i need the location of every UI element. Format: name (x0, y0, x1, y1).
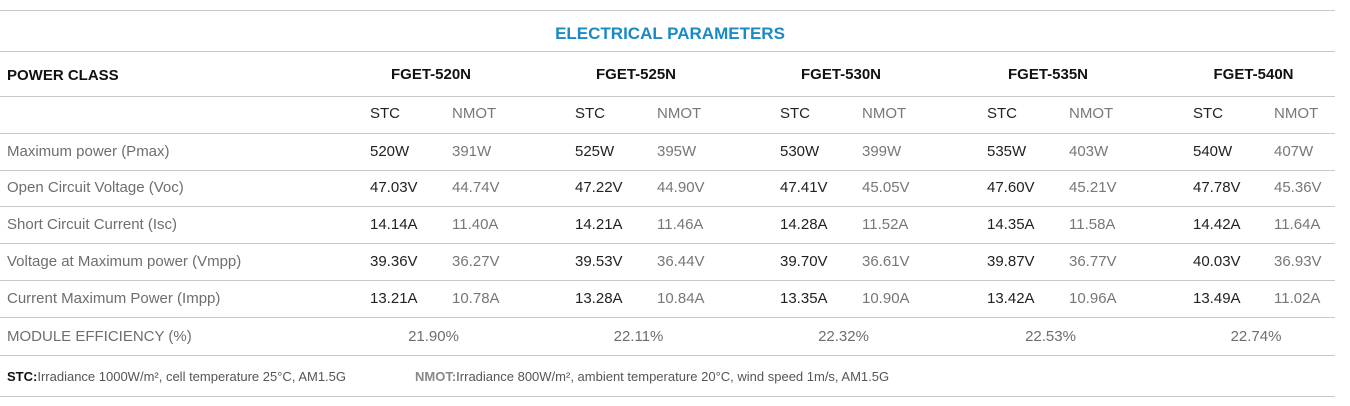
condition: NMOT (657, 105, 702, 122)
nmot-value: 36.93V (1274, 253, 1322, 270)
rule (0, 133, 1335, 134)
nmot-value: 36.44V (657, 253, 705, 270)
param-label: Short Circuit Current (Isc) (7, 216, 178, 233)
footnote-term: STC: (7, 369, 38, 384)
row-header: POWER CLASS (7, 67, 119, 84)
stc-value: 530W (780, 143, 820, 160)
efficiency-value: 22.11% (613, 328, 664, 345)
nmot-value: 44.74V (452, 179, 500, 196)
footnote-text: Irradiance 1000W/m², cell temperature 25… (37, 369, 347, 384)
model-name: FGET-540N (1213, 66, 1294, 83)
stc-value: 13.21A (370, 290, 418, 307)
stc-value: 40.03V (1193, 253, 1241, 270)
rule (0, 96, 1335, 97)
nmot-value: 45.21V (1069, 179, 1117, 196)
rule (0, 355, 1335, 356)
condition: STC (370, 105, 400, 122)
param-label: Current Maximum Power (Impp) (7, 290, 221, 307)
nmot-value: 10.90A (862, 290, 910, 307)
model-name: FGET-520N (390, 66, 472, 83)
stc-value: 47.60V (987, 179, 1035, 196)
stc-value: 525W (575, 143, 615, 160)
footnote: STC:Irradiance 1000W/m², cell temperatur… (7, 367, 346, 387)
nmot-value: 11.40A (452, 216, 499, 233)
nmot-value: 11.02A (1274, 290, 1321, 307)
param-label: Open Circuit Voltage (Voc) (7, 179, 184, 196)
stc-value: 47.22V (575, 179, 623, 196)
rule (0, 317, 1335, 318)
rule (0, 280, 1335, 281)
nmot-value: 36.77V (1069, 253, 1117, 270)
nmot-value: 10.96A (1069, 290, 1117, 307)
condition: STC (1193, 105, 1223, 122)
stc-value: 39.53V (575, 253, 623, 270)
stc-value: 14.14A (370, 216, 418, 233)
stc-value: 14.21A (575, 216, 623, 233)
param-label: Maximum power (Pmax) (7, 143, 170, 160)
stc-value: 13.35A (780, 290, 828, 307)
nmot-value: 391W (452, 143, 492, 160)
condition: STC (780, 105, 810, 122)
stc-value: 47.41V (780, 179, 828, 196)
stc-value: 520W (370, 143, 410, 160)
condition: NMOT (1274, 105, 1319, 122)
nmot-value: 45.05V (862, 179, 910, 196)
efficiency-value: 21.90% (408, 328, 459, 345)
nmot-value: 11.52A (862, 216, 909, 233)
title: ELECTRICAL PARAMETERS (555, 24, 785, 43)
stc-value: 13.49A (1193, 290, 1241, 307)
rule (0, 243, 1335, 244)
param-label: Voltage at Maximum power (Vmpp) (7, 253, 242, 270)
stc-value: 39.36V (370, 253, 418, 270)
stc-value: 39.70V (780, 253, 828, 270)
nmot-value: 11.46A (657, 216, 704, 233)
stc-value: 535W (987, 143, 1027, 160)
footnote-text: Irradiance 800W/m², ambient temperature … (456, 369, 890, 384)
stc-value: 540W (1193, 143, 1233, 160)
nmot-value: 36.27V (452, 253, 500, 270)
nmot-value: 407W (1274, 143, 1314, 160)
rule (0, 51, 1335, 52)
footnote: NMOT:Irradiance 800W/m², ambient tempera… (415, 367, 889, 387)
condition: STC (987, 105, 1017, 122)
nmot-value: 399W (862, 143, 902, 160)
stc-value: 14.42A (1193, 216, 1241, 233)
condition: STC (575, 105, 605, 122)
efficiency-value: 22.74% (1230, 328, 1282, 345)
model-name: FGET-525N (595, 66, 677, 83)
condition: NMOT (862, 105, 907, 122)
rule (0, 170, 1335, 171)
rule (0, 396, 1335, 397)
condition: NMOT (1069, 105, 1114, 122)
stc-value: 47.78V (1193, 179, 1241, 196)
efficiency-value: 22.53% (1025, 328, 1076, 345)
nmot-value: 44.90V (657, 179, 705, 196)
efficiency-label: MODULE EFFICIENCY (%) (7, 328, 192, 345)
model-name: FGET-530N (800, 66, 882, 83)
nmot-value: 10.78A (452, 290, 500, 307)
nmot-value: 36.61V (862, 253, 910, 270)
stc-value: 47.03V (370, 179, 418, 196)
nmot-value: 45.36V (1274, 179, 1322, 196)
stc-value: 14.35A (987, 216, 1035, 233)
nmot-value: 395W (657, 143, 697, 160)
stc-value: 39.87V (987, 253, 1035, 270)
nmot-value: 11.64A (1274, 216, 1321, 233)
efficiency-value: 22.32% (818, 328, 869, 345)
condition: NMOT (452, 105, 497, 122)
nmot-value: 10.84A (657, 290, 705, 307)
stc-value: 13.42A (987, 290, 1035, 307)
nmot-value: 11.58A (1069, 216, 1116, 233)
rule (0, 206, 1335, 207)
stc-value: 13.28A (575, 290, 623, 307)
footnote-term: NMOT: (415, 369, 457, 384)
model-name: FGET-535N (1007, 66, 1089, 83)
rule (0, 10, 1335, 11)
stc-value: 14.28A (780, 216, 828, 233)
nmot-value: 403W (1069, 143, 1109, 160)
